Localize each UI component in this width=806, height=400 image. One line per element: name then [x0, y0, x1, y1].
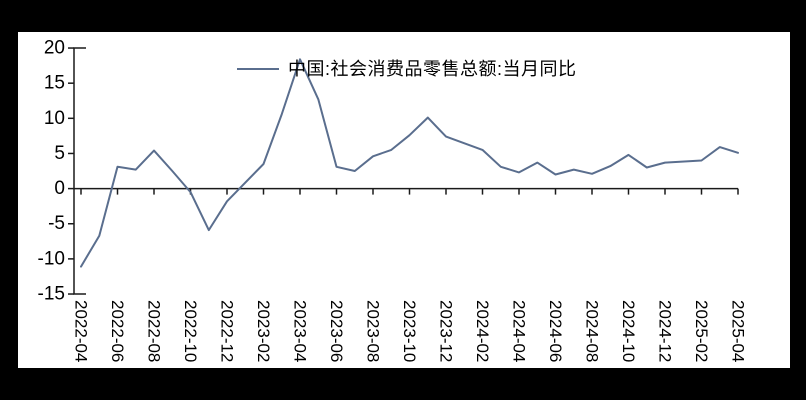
x-tick-label: 2025-04: [729, 300, 748, 362]
y-tick-label: 20: [44, 38, 65, 59]
x-tick-label: 2024-06: [546, 300, 565, 362]
x-tick-label: 2024-12: [656, 300, 675, 362]
x-tick-label: 2024-08: [583, 300, 602, 362]
x-tick-label: 2023-10: [400, 300, 419, 362]
y-axis-line: [73, 47, 86, 295]
x-tick-label: 2022-10: [181, 300, 200, 362]
series-line: [80, 58, 739, 268]
x-tick-label: 2023-12: [437, 300, 456, 362]
legend: 中国:社会消费品零售总额:当月同比: [237, 60, 577, 78]
x-tick-label: 2022-08: [145, 300, 164, 362]
legend-line-swatch: [237, 68, 279, 70]
y-tick-label: 5: [54, 143, 65, 164]
x-tick-label: 2022-06: [108, 300, 127, 362]
x-tick-label: 2022-12: [218, 300, 237, 362]
y-tick-label: -15: [38, 284, 65, 305]
line-chart: 20 15 10 5 0 -5 -10 -15 2022-04 2022-06 2022-08 202…: [38, 38, 748, 363]
x-tick-label: 2023-06: [327, 300, 346, 362]
chart-canvas: 20 15 10 5 0 -5 -10 -15 2022-04 2022-06 2022-08 202…: [18, 32, 790, 368]
x-tick-label: 2024-04: [510, 300, 529, 362]
y-tick-label: -5: [48, 213, 65, 234]
x-tick-label: 2023-04: [291, 300, 310, 362]
x-tick-label: 2022-04: [72, 300, 91, 362]
x-tick-label: 2024-02: [473, 300, 492, 362]
legend-label: 中国:社会消费品零售总额:当月同比: [288, 59, 577, 79]
y-tick-label: 15: [44, 73, 65, 94]
y-tick-label: -10: [38, 248, 65, 269]
x-tick-label: 2025-02: [692, 300, 711, 362]
x-tick-label: 2024-10: [619, 300, 638, 362]
y-tick-label: 10: [44, 108, 65, 129]
x-tick-label: 2023-02: [254, 300, 273, 362]
x-tick-label: 2023-08: [364, 300, 383, 362]
y-tick-label: 0: [54, 178, 65, 199]
